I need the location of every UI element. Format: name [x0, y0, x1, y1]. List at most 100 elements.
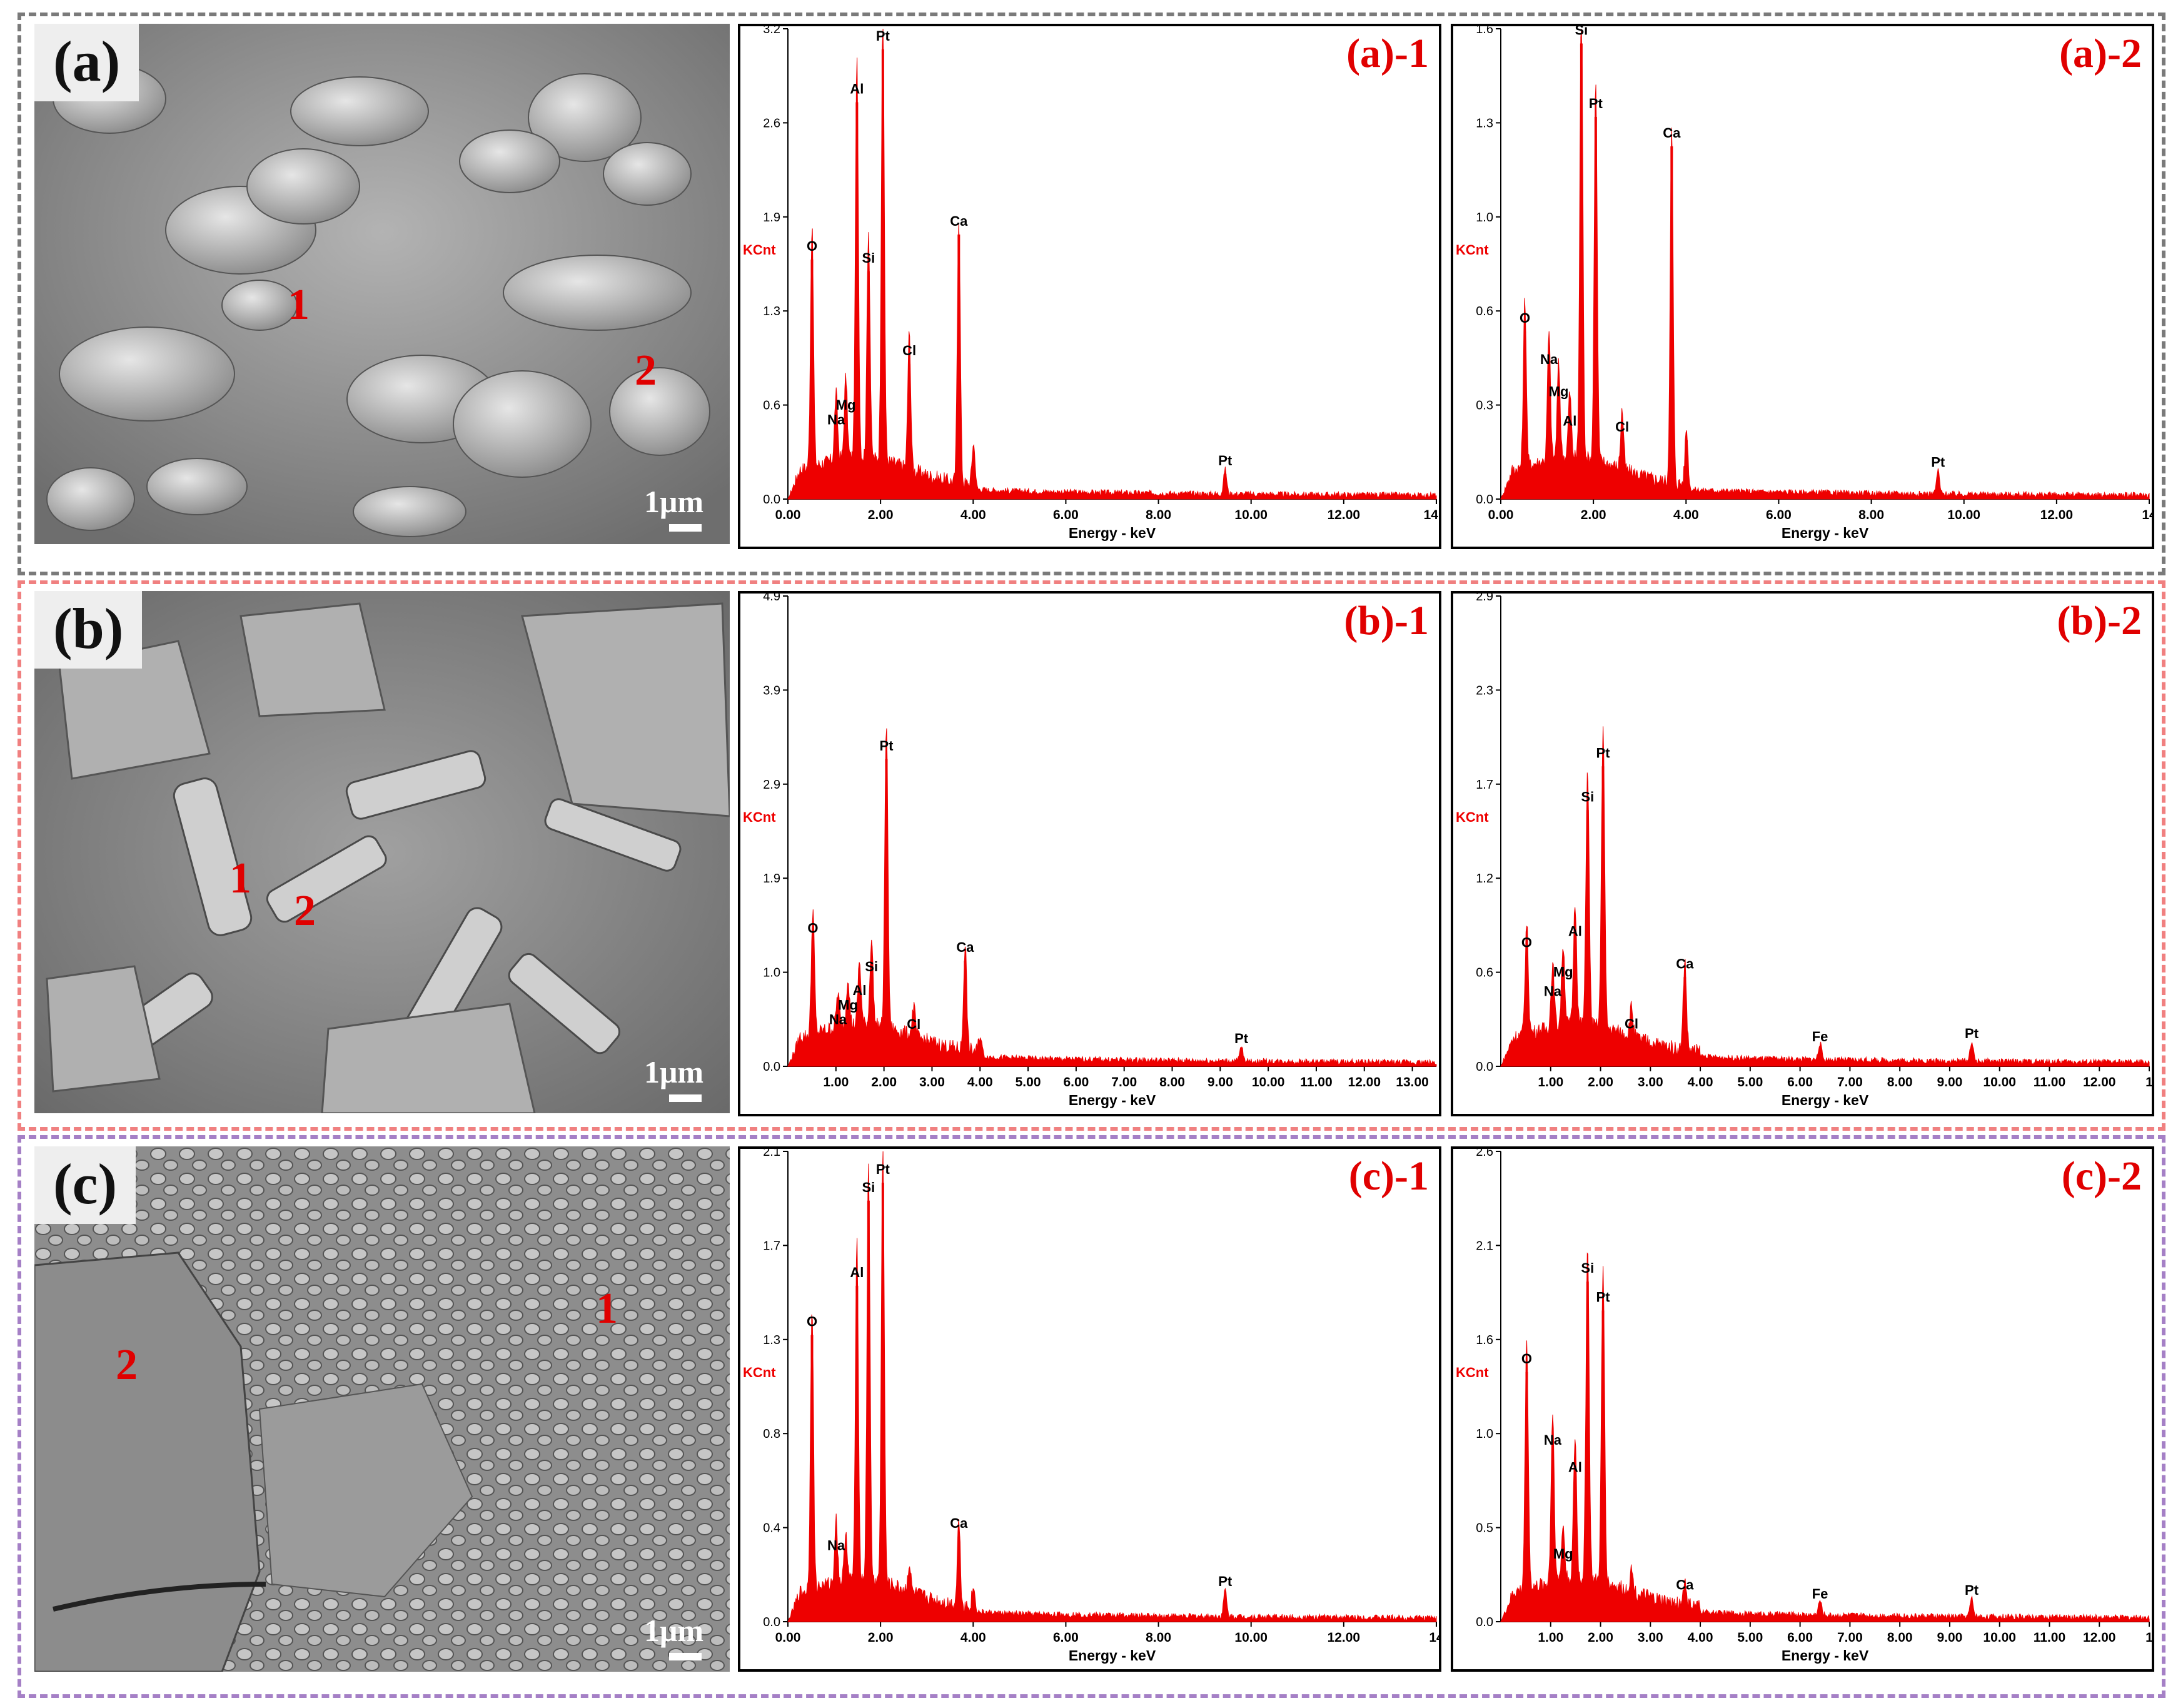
y-tick-label: 0.5 — [1476, 1522, 1493, 1535]
y-tick-label: 1.9 — [763, 872, 780, 886]
peak-label: Cl — [1615, 419, 1629, 435]
y-tick-label: 0.0 — [1476, 493, 1493, 507]
x-tick-label: 2.00 — [868, 508, 894, 522]
y-tick-label: 1.3 — [1476, 116, 1493, 130]
x-axis-label: Energy - keV — [1069, 525, 1156, 541]
panel-label-b: (b) — [34, 591, 143, 669]
peak-label: Cl — [902, 343, 916, 358]
y-tick-label: 2.1 — [1476, 1239, 1493, 1253]
x-tick-label: 8.00 — [1146, 1630, 1171, 1645]
x-tick-label: 7.00 — [1837, 1075, 1863, 1089]
y-tick-label: 1.3 — [763, 1333, 780, 1347]
y-tick-label: 0.0 — [1476, 1060, 1493, 1074]
spectrum-trace — [787, 1151, 1437, 1622]
x-tick-label: 8.00 — [1146, 508, 1171, 522]
peak-label: O — [807, 238, 817, 254]
x-tick-label: 8.00 — [1159, 1075, 1185, 1089]
x-tick-label: 12.00 — [1348, 1075, 1381, 1089]
row-b-frame — [18, 580, 2165, 1131]
peak-label: O — [807, 920, 818, 936]
y-tick-label: 2.9 — [763, 778, 780, 792]
y-axis-label: KCnt — [743, 809, 776, 825]
x-tick-label: 1 — [2145, 1075, 2153, 1089]
x-axis-label: Energy - keV — [1069, 1092, 1156, 1108]
y-axis-label: KCnt — [743, 242, 776, 258]
spectrum-b2: 0.0 0.6 1.2 1.7 2.3 2.9 1.00 2.00 3.00 4.00 5.00 6.… — [1451, 591, 2154, 1116]
sem-image-b: (b) 1 2 1μm — [34, 591, 730, 1113]
x-tick-label: 4.00 — [1688, 1075, 1713, 1089]
x-tick-label: 6.00 — [1787, 1630, 1813, 1645]
x-tick-label: 9.00 — [1207, 1075, 1233, 1089]
x-tick-label: 10.00 — [1947, 508, 1980, 522]
x-tick-label: 4.00 — [960, 1630, 986, 1645]
peak-label: O — [1521, 1351, 1532, 1367]
peak-label: Fe — [1812, 1586, 1828, 1602]
point-label-b-2: 2 — [294, 887, 316, 935]
y-tick-label: 0.0 — [763, 1060, 780, 1074]
y-tick-label: 0.8 — [763, 1427, 780, 1441]
spectrum-title-c1: (c)-1 — [1348, 1153, 1429, 1199]
peak-label: Al — [1563, 413, 1576, 429]
peak-label: Na — [1544, 1432, 1562, 1448]
x-tick-label: 8.00 — [1887, 1630, 1913, 1645]
scale-bar-c — [669, 1653, 702, 1660]
peak-label: Al — [852, 983, 866, 998]
peak-label: Ca — [956, 939, 974, 955]
peak-label: Pt — [1218, 1574, 1233, 1589]
x-axis-label: Energy - keV — [1782, 1647, 1869, 1664]
row-a-frame — [18, 13, 2165, 575]
spectrum-trace — [787, 728, 1437, 1067]
x-axis-label: Energy - keV — [1069, 1647, 1156, 1664]
scale-label-a: 1μm — [644, 484, 703, 519]
x-tick-label: 3.00 — [1638, 1630, 1663, 1645]
x-tick-label: 6.00 — [1053, 1630, 1079, 1645]
x-tick-label: 8.00 — [1887, 1075, 1913, 1089]
scale-bar-a — [669, 524, 702, 532]
x-tick-label: 6.00 — [1766, 508, 1792, 522]
x-tick-label: 1.00 — [1538, 1075, 1563, 1089]
x-tick-label: 2.00 — [871, 1075, 897, 1089]
x-tick-label: 2.00 — [1581, 508, 1606, 522]
x-tick-label: 5.00 — [1016, 1075, 1041, 1089]
y-tick-label: 2.3 — [1476, 684, 1493, 697]
x-axis-label: Energy - keV — [1782, 1092, 1869, 1108]
spectrum-title-a1: (a)-1 — [1346, 31, 1429, 76]
x-tick-label: 9.00 — [1937, 1075, 1962, 1089]
y-tick-label: 2.6 — [1476, 1146, 1493, 1159]
peak-label: Si — [862, 1180, 875, 1195]
spectrum-c2: 0.0 0.5 1.0 1.6 2.1 2.6 1.00 2.00 3.00 4.00 5.00 6.… — [1451, 1146, 2154, 1672]
y-tick-label: 0.6 — [1476, 305, 1493, 318]
x-axis-label: Energy - keV — [1782, 525, 1869, 541]
spectrum-b1: 0.0 1.0 1.9 2.9 3.9 4.9 1.00 2.00 3.00 4.00 5.00 6.… — [738, 591, 1441, 1116]
x-tick-label: 11.00 — [2034, 1630, 2065, 1645]
x-tick-label: 11.00 — [1300, 1075, 1332, 1089]
scale-label-c: 1μm — [644, 1613, 703, 1648]
x-tick-label: 14.0 — [1424, 508, 1441, 522]
x-tick-label: 5.00 — [1737, 1630, 1763, 1645]
x-tick-label: 4.00 — [967, 1075, 993, 1089]
y-tick-label: 3.2 — [763, 24, 780, 36]
x-tick-label: 1.00 — [1538, 1630, 1563, 1645]
x-tick-label: 12.00 — [2083, 1075, 2116, 1089]
y-axis-label: KCnt — [1456, 809, 1489, 825]
y-tick-label: 1.0 — [1476, 211, 1493, 225]
peak-label: Mg — [1553, 1546, 1573, 1562]
peak-label: Mg — [1553, 964, 1573, 979]
peak-label: Si — [1575, 24, 1588, 38]
y-tick-label: 0.0 — [763, 493, 780, 507]
x-tick-label: 6.00 — [1063, 1075, 1089, 1089]
x-tick-label: 1 — [2145, 1630, 2153, 1645]
scale-bar-b — [669, 1094, 702, 1102]
y-tick-label: 1.2 — [1476, 872, 1493, 886]
peak-label: Pt — [1218, 453, 1233, 468]
peak-label: Pt — [1596, 745, 1611, 761]
y-tick-label: 1.9 — [763, 211, 780, 225]
x-tick-label: 1.00 — [823, 1075, 849, 1089]
spectrum-trace — [1500, 1252, 2150, 1622]
peak-label: Na — [827, 412, 845, 427]
peak-label: Na — [827, 1538, 845, 1554]
y-tick-label: 0.6 — [763, 399, 780, 413]
peak-label: Pt — [876, 1161, 890, 1177]
peak-label: Cl — [1625, 1016, 1638, 1031]
x-tick-label: 3.00 — [919, 1075, 945, 1089]
